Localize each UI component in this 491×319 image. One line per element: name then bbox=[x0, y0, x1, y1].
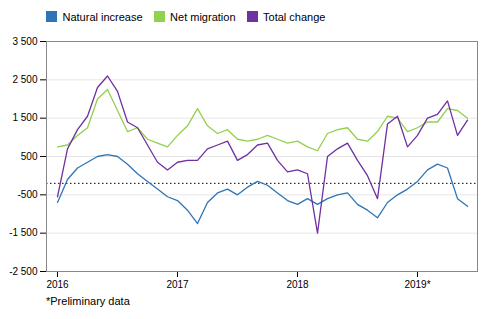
svg-text:-2 500: -2 500 bbox=[9, 266, 38, 277]
html-text:Net migration: Net migration bbox=[170, 10, 236, 23]
svg-text:2018: 2018 bbox=[286, 279, 309, 290]
svg-text:-1 500: -1 500 bbox=[9, 227, 38, 238]
html-text:Total change: Total change bbox=[263, 10, 326, 23]
html-text:Natural increase: Natural increase bbox=[62, 10, 143, 23]
svg-text:1 500: 1 500 bbox=[12, 112, 37, 123]
svg-text:-500: -500 bbox=[17, 189, 37, 200]
svg-text:2019*: 2019* bbox=[404, 279, 430, 290]
svg-text:500: 500 bbox=[21, 151, 38, 162]
html-text:*Preliminary data: *Preliminary data bbox=[46, 295, 130, 307]
svg-text:2017: 2017 bbox=[166, 279, 189, 290]
svg-text:2 500: 2 500 bbox=[12, 74, 37, 85]
svg-text:2016: 2016 bbox=[46, 279, 69, 290]
svg-text:3 500: 3 500 bbox=[12, 36, 37, 47]
